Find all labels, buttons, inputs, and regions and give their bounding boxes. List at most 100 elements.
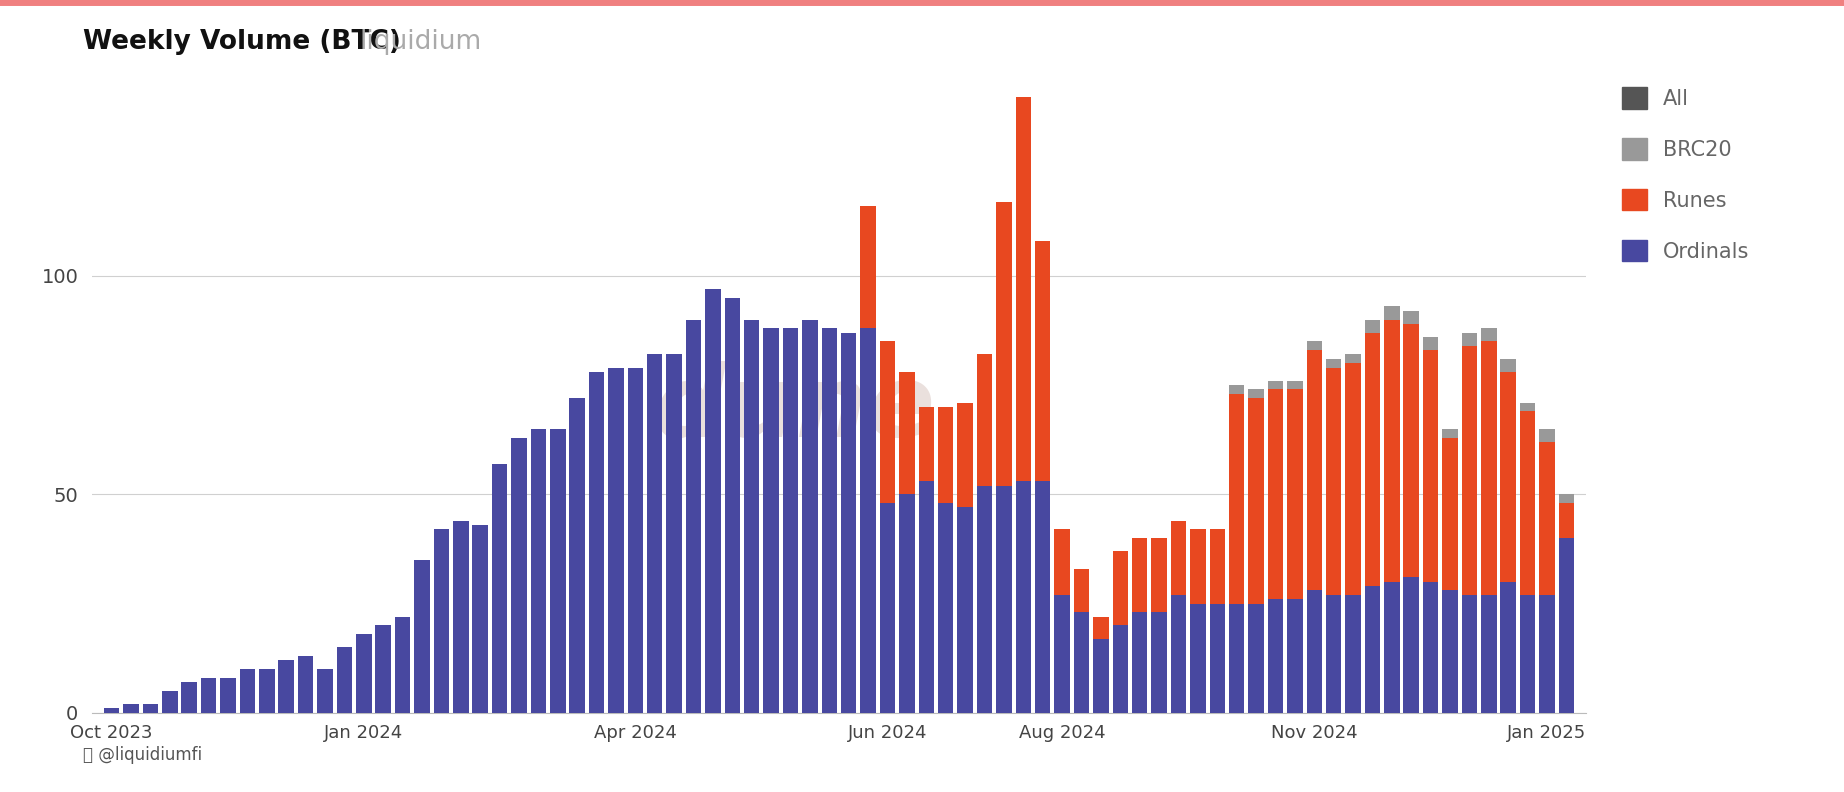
Bar bbox=[1424, 337, 1438, 350]
Bar bbox=[1540, 595, 1554, 713]
Text: Weekly Volume (BTC): Weekly Volume (BTC) bbox=[83, 29, 400, 55]
Bar bbox=[1385, 307, 1400, 319]
Bar bbox=[782, 328, 798, 713]
Bar bbox=[1558, 503, 1575, 538]
Bar bbox=[1365, 586, 1379, 713]
Bar bbox=[1228, 385, 1245, 394]
Bar bbox=[1171, 595, 1186, 713]
Bar bbox=[822, 328, 837, 713]
Bar bbox=[725, 298, 739, 713]
Bar bbox=[1287, 600, 1302, 713]
Bar bbox=[1424, 350, 1438, 581]
Bar bbox=[1132, 612, 1147, 713]
Bar bbox=[1462, 595, 1477, 713]
Bar bbox=[1055, 595, 1070, 713]
Bar bbox=[861, 206, 876, 328]
Bar bbox=[1481, 341, 1497, 595]
Bar bbox=[1403, 577, 1420, 713]
Bar bbox=[219, 678, 236, 713]
Bar bbox=[1424, 581, 1438, 713]
Bar bbox=[666, 355, 682, 713]
Bar bbox=[1346, 595, 1361, 713]
Bar bbox=[1307, 341, 1322, 350]
Text: liquidium: liquidium bbox=[360, 29, 481, 55]
Bar bbox=[763, 328, 778, 713]
Bar bbox=[1073, 612, 1090, 713]
Bar bbox=[1132, 538, 1147, 612]
Bar bbox=[454, 520, 468, 713]
Bar bbox=[1073, 569, 1090, 612]
Bar bbox=[1540, 442, 1554, 595]
Bar bbox=[1442, 437, 1459, 591]
Bar bbox=[1403, 324, 1420, 577]
Bar bbox=[1462, 333, 1477, 346]
Bar bbox=[1501, 372, 1516, 581]
Bar bbox=[1519, 402, 1536, 411]
Text: dune: dune bbox=[653, 360, 935, 457]
Bar bbox=[395, 617, 411, 713]
Bar bbox=[939, 407, 953, 503]
Bar bbox=[1093, 638, 1108, 713]
Bar bbox=[1248, 604, 1263, 713]
Bar bbox=[957, 402, 974, 508]
Bar bbox=[1326, 367, 1341, 595]
Bar bbox=[861, 328, 876, 713]
Bar bbox=[258, 669, 275, 713]
Bar bbox=[977, 355, 992, 485]
Bar bbox=[162, 691, 177, 713]
Bar bbox=[124, 704, 138, 713]
Bar bbox=[996, 485, 1012, 713]
Bar bbox=[1481, 328, 1497, 341]
Bar bbox=[900, 372, 915, 494]
Bar bbox=[1248, 390, 1263, 398]
Bar bbox=[880, 503, 896, 713]
Bar bbox=[1189, 529, 1206, 604]
Bar bbox=[918, 482, 935, 713]
Bar bbox=[472, 525, 489, 713]
Bar bbox=[1326, 359, 1341, 367]
Bar bbox=[1267, 600, 1283, 713]
Bar bbox=[1365, 333, 1379, 586]
Legend: All, BRC20, Runes, Ordinals: All, BRC20, Runes, Ordinals bbox=[1612, 77, 1759, 272]
Bar bbox=[1442, 428, 1459, 437]
Bar bbox=[1151, 538, 1167, 612]
Bar bbox=[977, 485, 992, 713]
Bar bbox=[1346, 364, 1361, 595]
Bar bbox=[278, 661, 293, 713]
Bar bbox=[240, 669, 254, 713]
Bar bbox=[1501, 581, 1516, 713]
Bar bbox=[802, 319, 817, 713]
Bar bbox=[337, 647, 352, 713]
Bar bbox=[1307, 591, 1322, 713]
Bar bbox=[1326, 595, 1341, 713]
Bar bbox=[550, 428, 566, 713]
Bar bbox=[1112, 551, 1129, 626]
Bar bbox=[1346, 355, 1361, 364]
Bar bbox=[880, 341, 896, 503]
Bar bbox=[531, 428, 546, 713]
Bar bbox=[1462, 346, 1477, 595]
Bar bbox=[1558, 494, 1575, 503]
Bar bbox=[1016, 97, 1031, 482]
Bar bbox=[1385, 581, 1400, 713]
Bar bbox=[939, 503, 953, 713]
Bar bbox=[103, 708, 120, 713]
Bar bbox=[1228, 394, 1245, 604]
Bar bbox=[1519, 595, 1536, 713]
Bar bbox=[299, 656, 313, 713]
Bar bbox=[1481, 595, 1497, 713]
Bar bbox=[142, 704, 159, 713]
Bar bbox=[647, 355, 662, 713]
Bar bbox=[181, 682, 197, 713]
Bar bbox=[1210, 604, 1224, 713]
Bar bbox=[1558, 538, 1575, 713]
Bar bbox=[1501, 359, 1516, 372]
Bar bbox=[376, 626, 391, 713]
Bar bbox=[1287, 381, 1302, 390]
Bar bbox=[356, 634, 371, 713]
Bar bbox=[1287, 390, 1302, 600]
Bar bbox=[1307, 350, 1322, 591]
Bar bbox=[588, 372, 605, 713]
Bar bbox=[1055, 529, 1070, 595]
Bar bbox=[996, 201, 1012, 485]
